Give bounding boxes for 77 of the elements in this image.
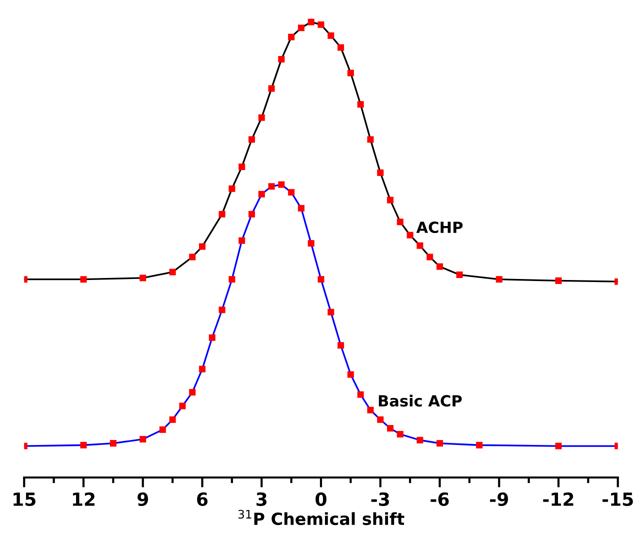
x-tick-label: -6	[430, 492, 449, 506]
point	[456, 272, 463, 278]
point	[476, 442, 483, 448]
point	[278, 56, 285, 63]
point	[436, 440, 443, 447]
x-tick-label: 12	[72, 492, 94, 506]
point	[436, 263, 443, 270]
point	[248, 136, 255, 143]
point	[496, 276, 502, 283]
point	[80, 442, 87, 448]
point	[357, 101, 364, 108]
point	[179, 402, 186, 410]
point	[159, 426, 166, 433]
point	[298, 24, 304, 32]
point	[406, 232, 414, 238]
point	[308, 240, 314, 247]
point	[208, 334, 216, 341]
point	[338, 342, 344, 349]
point	[198, 366, 206, 372]
x-axis-title: $^{31}$P Chemical shift	[238, 510, 404, 526]
point	[248, 210, 255, 218]
point	[268, 85, 275, 92]
point	[555, 442, 562, 450]
point	[198, 243, 206, 250]
point	[396, 430, 404, 438]
point	[189, 254, 196, 260]
point	[308, 18, 314, 26]
x-tick-label: 6	[197, 492, 208, 506]
x-tick-label: 0	[316, 492, 326, 506]
point	[328, 32, 334, 39]
point	[347, 371, 354, 378]
point	[426, 254, 434, 260]
point	[238, 164, 246, 170]
point	[387, 425, 394, 432]
x-tick-label: -15	[602, 492, 633, 506]
point	[416, 436, 424, 444]
point	[140, 274, 146, 282]
point	[169, 268, 176, 276]
point	[218, 306, 226, 314]
x-tick-label: -3	[371, 492, 389, 506]
point	[278, 181, 285, 188]
point	[288, 34, 295, 40]
point	[110, 440, 116, 447]
point	[288, 189, 295, 196]
x-tick-label: 3	[256, 492, 266, 506]
point	[258, 190, 265, 198]
point	[367, 136, 374, 143]
point	[258, 114, 265, 121]
x-tick-label: -12	[543, 492, 574, 506]
point	[367, 406, 374, 414]
point	[218, 210, 226, 218]
x-tick-label: 15	[14, 492, 36, 506]
point	[228, 276, 236, 283]
point	[416, 242, 424, 249]
series-label: Basic ACP	[378, 394, 462, 407]
point	[357, 391, 364, 398]
point	[396, 218, 404, 226]
point	[328, 308, 334, 316]
point	[80, 276, 87, 283]
point	[268, 183, 275, 190]
point	[189, 389, 196, 396]
point	[318, 21, 324, 28]
point	[338, 44, 344, 51]
x-tick-label: 9	[138, 492, 148, 506]
point	[377, 169, 384, 176]
point	[347, 70, 354, 76]
point	[555, 277, 562, 284]
point	[140, 436, 146, 442]
series-label: ACHP	[416, 221, 463, 234]
point	[228, 185, 236, 192]
point	[377, 416, 384, 423]
point	[238, 237, 246, 244]
point	[387, 196, 394, 204]
x-tick-label: -9	[490, 492, 508, 506]
point	[169, 416, 176, 423]
point	[318, 276, 324, 283]
point	[298, 205, 304, 212]
